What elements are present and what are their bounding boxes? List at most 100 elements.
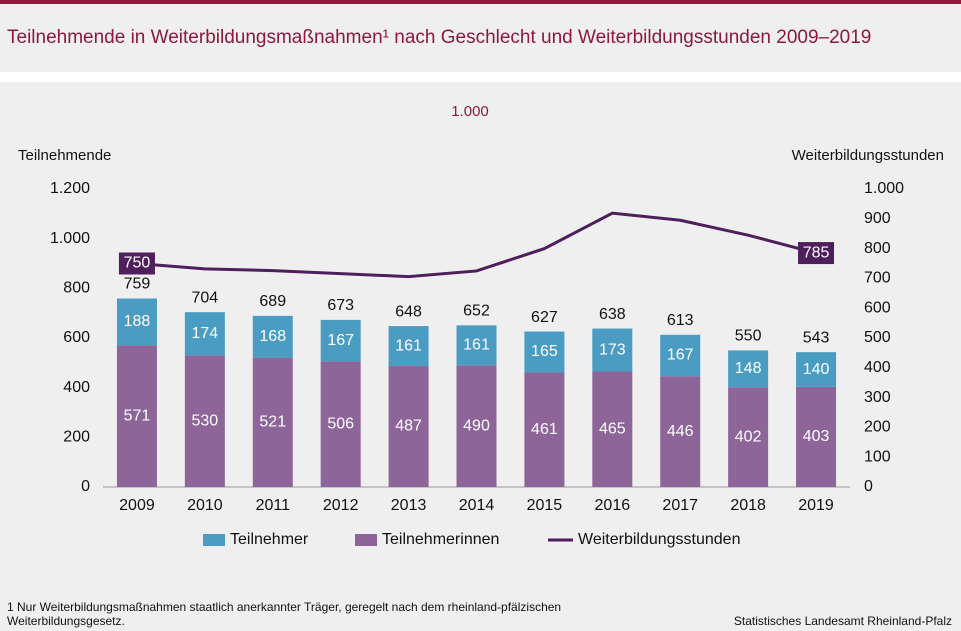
bar-segment xyxy=(456,325,497,366)
x-tick-label: 2018 xyxy=(730,497,766,514)
bar-segment xyxy=(660,334,701,377)
x-tick-label: 2013 xyxy=(391,497,427,514)
bar-label: 167 xyxy=(327,332,354,349)
y-tick-label: 1.000 xyxy=(50,230,90,247)
bar-label: 506 xyxy=(327,415,354,432)
total-label: 550 xyxy=(735,328,762,345)
total-label: 759 xyxy=(124,276,151,293)
bar-segment xyxy=(116,298,157,346)
y2-tick-label: 100 xyxy=(864,448,891,465)
line-label-box xyxy=(798,242,835,265)
bar-label: 530 xyxy=(192,412,219,429)
y-tick-label: 800 xyxy=(63,280,90,297)
line-label-box xyxy=(118,252,155,275)
bar-label: 446 xyxy=(667,423,694,440)
bar-segment xyxy=(320,319,361,362)
bar-segment xyxy=(388,366,429,487)
bar-segment xyxy=(728,387,769,487)
bar-segment xyxy=(116,345,157,487)
legend-swatch xyxy=(355,534,377,546)
annotation: 1.000 xyxy=(451,103,489,120)
bar-segment xyxy=(796,352,837,387)
y2-axis-title: Weiterbildungsstunden xyxy=(792,147,944,164)
y2-tick-label: 200 xyxy=(864,419,891,436)
bar-label: 403 xyxy=(803,428,830,445)
total-label: 648 xyxy=(395,303,422,320)
y-axis-title: Teilnehmende xyxy=(18,147,111,164)
y-tick-label: 400 xyxy=(63,379,90,396)
line-label: 785 xyxy=(803,244,830,261)
x-tick-label: 2014 xyxy=(459,497,495,514)
y2-tick-label: 700 xyxy=(864,270,891,287)
total-label: 543 xyxy=(803,329,830,346)
legend-label: Teilnehmerinnen xyxy=(382,531,499,548)
bar-label: 168 xyxy=(259,328,286,345)
total-label: 673 xyxy=(327,297,354,314)
line-label: 750 xyxy=(124,255,151,272)
bar-label: 465 xyxy=(599,420,626,437)
total-label: 613 xyxy=(667,312,694,329)
source: Statistisches Landesamt Rheinland-Pfalz xyxy=(734,614,952,628)
bar-label: 167 xyxy=(667,347,694,364)
total-label: 652 xyxy=(463,303,490,320)
bar-label: 161 xyxy=(463,337,490,354)
bar-segment xyxy=(252,357,293,487)
y2-tick-label: 400 xyxy=(864,359,891,376)
x-tick-label: 2010 xyxy=(187,497,223,514)
bar-segment xyxy=(184,312,225,356)
y2-tick-label: 600 xyxy=(864,299,891,316)
bar-label: 148 xyxy=(735,360,762,377)
bar-segment xyxy=(524,331,565,373)
bar-label: 490 xyxy=(463,417,490,434)
total-label: 689 xyxy=(259,293,286,310)
bar-segment xyxy=(592,371,633,487)
bar-segment xyxy=(456,365,497,487)
y2-tick-label: 800 xyxy=(864,240,891,257)
bar-segment xyxy=(660,376,701,487)
bar-label: 174 xyxy=(192,325,219,342)
bar-segment xyxy=(796,386,837,487)
bar-segment xyxy=(252,315,293,358)
footnote: 1 Nur Weiterbildungsmaßnahmen staatlich … xyxy=(7,600,561,614)
chart-title: Teilnehmende in Weiterbildungsmaßnahmen¹… xyxy=(7,27,871,48)
y-tick-label: 0 xyxy=(81,478,90,495)
x-tick-label: 2016 xyxy=(595,497,631,514)
bar-label: 165 xyxy=(531,343,558,360)
bar-label: 521 xyxy=(259,414,286,431)
total-label: 638 xyxy=(599,306,626,323)
bar-label: 402 xyxy=(735,428,762,445)
total-label: 704 xyxy=(192,289,219,306)
bar-segment xyxy=(184,355,225,487)
bar-label: 173 xyxy=(599,341,626,358)
bar-segment xyxy=(524,372,565,487)
x-tick-label: 2015 xyxy=(527,497,563,514)
bar-segment xyxy=(592,328,633,372)
y2-tick-label: 300 xyxy=(864,389,891,406)
x-tick-label: 2019 xyxy=(798,497,834,514)
bar-label: 461 xyxy=(531,421,558,438)
bar-label: 188 xyxy=(124,313,151,330)
bar-label: 161 xyxy=(395,337,422,354)
legend-label: Weiterbildungsstunden xyxy=(578,531,740,548)
top-bar xyxy=(0,0,961,4)
y-tick-label: 200 xyxy=(63,429,90,446)
y2-tick-label: 0 xyxy=(864,478,873,495)
x-tick-label: 2011 xyxy=(256,497,291,514)
separator xyxy=(0,72,961,82)
x-tick-label: 2017 xyxy=(662,497,698,514)
bar-segment xyxy=(388,326,429,367)
y2-tick-label: 900 xyxy=(864,210,891,227)
x-tick-label: 2009 xyxy=(119,497,155,514)
bar-segment xyxy=(320,361,361,487)
bar-label: 140 xyxy=(803,361,830,378)
y2-tick-label: 500 xyxy=(864,329,891,346)
legend-swatch xyxy=(203,534,225,546)
x-tick-label: 2012 xyxy=(323,497,359,514)
bar-label: 571 xyxy=(124,407,151,424)
y2-tick-label: 1.000 xyxy=(864,180,904,197)
line xyxy=(136,211,817,279)
y-tick-label: 600 xyxy=(63,329,90,346)
bar-label: 487 xyxy=(395,418,422,435)
